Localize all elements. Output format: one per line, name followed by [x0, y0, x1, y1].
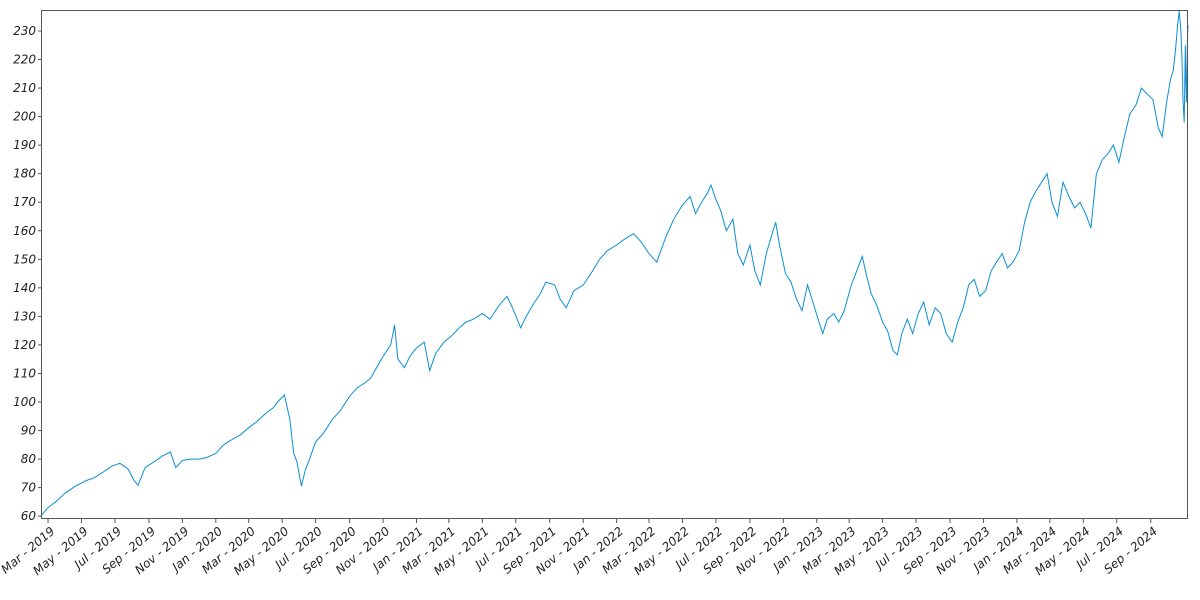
y-tick-label: 90	[21, 424, 37, 438]
y-tick-label: 160	[13, 224, 36, 238]
y-axis: 60 70 80 90 100 110 120 130 140 150 160 170 180 190 20…	[13, 24, 42, 523]
y-tick-label: 180	[13, 167, 36, 181]
y-tick-label: 140	[13, 281, 36, 295]
y-tick-label: 230	[13, 24, 36, 38]
y-tick-label: 200	[13, 110, 36, 124]
y-tick-label: 120	[13, 338, 36, 352]
y-tick-label: 210	[13, 81, 36, 95]
y-tick-label: 110	[13, 366, 36, 380]
y-tick-label: 190	[13, 138, 36, 152]
plot-frame	[41, 10, 1188, 519]
y-tick-label: 220	[13, 53, 36, 67]
y-tick-label: 150	[13, 252, 36, 266]
y-tick-label: 170	[13, 195, 36, 209]
y-tick-label: 130	[13, 309, 36, 323]
y-tick-label: 60	[21, 509, 37, 523]
series-layer	[41, 10, 1189, 516]
y-tick-label: 100	[13, 395, 36, 409]
y-tick-label: 80	[21, 452, 37, 466]
series-line	[41, 10, 1189, 516]
y-tick-label: 70	[21, 481, 37, 495]
